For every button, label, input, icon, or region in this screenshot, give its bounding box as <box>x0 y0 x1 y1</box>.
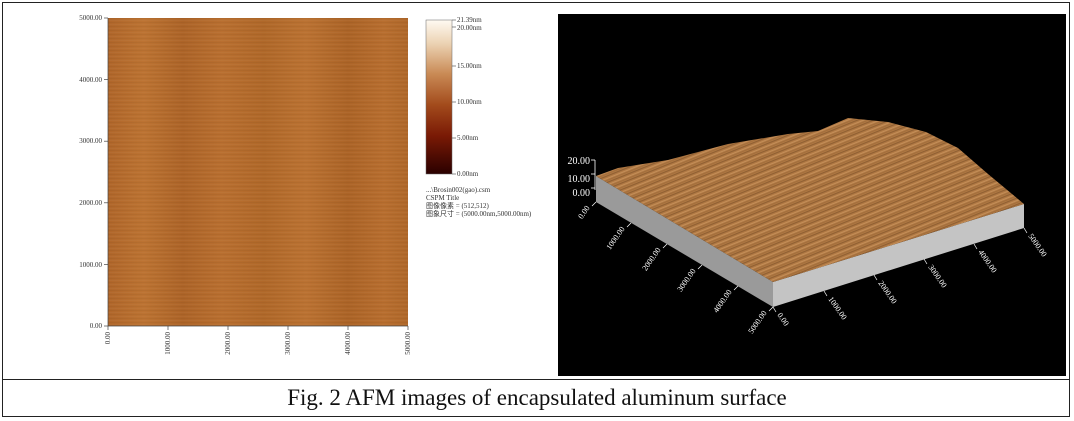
left-x-axis <box>107 325 409 330</box>
z-tick-labels: 20.00 10.00 0.00 <box>568 156 591 199</box>
left-axis-label: 5000.00 <box>746 309 768 335</box>
colorbar-label: 20.00nm <box>457 24 482 32</box>
colorbar-label: 15.00nm <box>457 62 482 70</box>
x-tick-label: 1000.00 <box>164 332 172 355</box>
colorbar-label: 5.00nm <box>457 134 479 142</box>
x-tick-label: 3000.00 <box>284 332 292 355</box>
right-axis-label: 1000.00 <box>826 295 848 321</box>
x-tick-label: 2000.00 <box>224 332 232 355</box>
afm-2d-svg: 5000.00 4000.00 3000.00 2000.00 1000.00 … <box>79 14 482 355</box>
y-tick-label: 2000.00 <box>79 199 102 207</box>
caption-divider <box>2 379 1070 380</box>
y-tick-label: 5000.00 <box>79 14 102 22</box>
left-y-tick-labels: 5000.00 4000.00 3000.00 2000.00 1000.00 … <box>79 14 102 330</box>
y-tick-label: 4000.00 <box>79 76 102 84</box>
right-axis-label: 4000.00 <box>976 248 998 274</box>
left-axis-label: 0.00 <box>576 204 591 221</box>
scan-info-pixels: 图像像素 = (512,512) <box>426 202 489 210</box>
right-axis-label: 0.00 <box>775 311 790 328</box>
colorbar <box>425 19 453 175</box>
scan-info-size: 图象尺寸 = (5000.00nm,5000.00nm) <box>426 210 532 218</box>
left-axis-label: 2000.00 <box>640 246 662 272</box>
z-axis <box>591 159 596 190</box>
surface-top <box>596 118 1024 282</box>
scan-info-file: ...\Brosin002(gao).csm <box>426 186 491 194</box>
y-tick-label: 1000.00 <box>79 261 102 269</box>
colorbar-ticks <box>452 19 456 175</box>
left-axis-label: 3000.00 <box>675 267 697 293</box>
z-tick-label: 20.00 <box>568 156 591 167</box>
right-axis-label: 2000.00 <box>876 279 898 305</box>
afm-3d-panel: 20.00 10.00 0.00 0.00 1000.00 2000.00 30… <box>558 14 1066 376</box>
z-tick-label: 0.00 <box>573 188 591 199</box>
base-right-face <box>773 204 1024 307</box>
x-tick-label: 0.00 <box>104 332 112 345</box>
left-axis-label: 1000.00 <box>604 225 626 251</box>
afm-3d-svg: 20.00 10.00 0.00 0.00 1000.00 2000.00 30… <box>568 118 1049 335</box>
z-tick-label: 10.00 <box>568 174 591 185</box>
afm-2d-panel: 5000.00 4000.00 3000.00 2000.00 1000.00 … <box>60 10 550 370</box>
figure-caption: Fig. 2 AFM images of encapsulated alumin… <box>287 385 787 410</box>
y-tick-label: 0.00 <box>90 322 103 330</box>
scan-info-title: CSPM Title <box>426 194 460 202</box>
scan-info: ...\Brosin002(gao).csm CSPM Title 图像像素 =… <box>426 186 531 218</box>
colorbar-label: 21.39nm <box>457 16 482 24</box>
afm-surface-texture <box>108 18 408 326</box>
left-y-axis <box>104 17 109 327</box>
left-axis-label: 4000.00 <box>711 288 733 314</box>
base-front-face <box>596 176 773 307</box>
y-tick-label: 3000.00 <box>79 137 102 145</box>
right-axis-label: 3000.00 <box>926 263 948 289</box>
x-tick-label: 4000.00 <box>344 332 352 355</box>
colorbar-label: 10.00nm <box>457 98 482 106</box>
left-x-tick-labels: 0.00 1000.00 2000.00 3000.00 4000.00 500… <box>104 332 412 355</box>
right-axis-label: 5000.00 <box>1026 232 1048 258</box>
colorbar-label: 0.00nm <box>457 170 479 178</box>
left-axis-ticks <box>591 201 774 312</box>
colorbar-labels: 21.39nm 20.00nm 15.00nm 10.00nm 5.00nm 0… <box>457 16 482 178</box>
x-tick-label: 5000.00 <box>404 332 412 355</box>
right-axis-ticks <box>772 227 1028 313</box>
